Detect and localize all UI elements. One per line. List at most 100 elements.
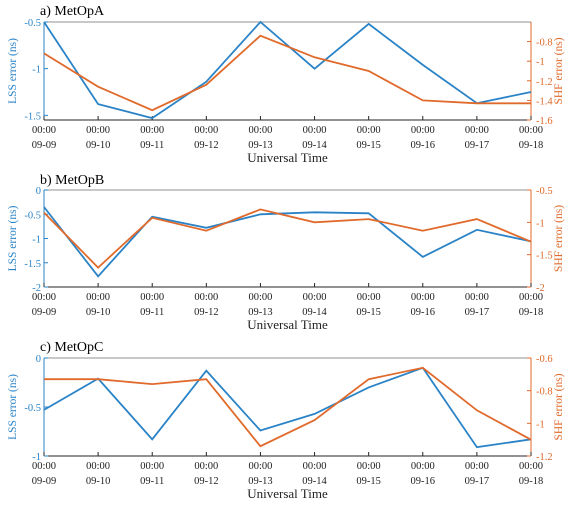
x-axis-label: Universal Time (247, 317, 328, 332)
series-line-lss (43, 20, 532, 120)
x-tick-time-label: 00:00 (519, 461, 543, 472)
x-tick-time-label: 00:00 (303, 292, 327, 303)
series-line-shf (43, 34, 531, 112)
x-tick-date-label: 09-16 (411, 307, 436, 318)
x-tick-time-label: 00:00 (140, 125, 164, 136)
x-tick-time-label: 00:00 (465, 125, 489, 136)
right-y-tick-label: -1 (536, 57, 545, 68)
x-tick-date-label: 09-12 (194, 307, 219, 318)
x-tick-date-label: 09-09 (32, 307, 57, 318)
right-y-tick-label: -0.8 (536, 38, 553, 49)
series-line-lss (43, 206, 532, 278)
left-y-tick-label: -0.5 (24, 403, 41, 414)
left-y-tick-label: -1 (32, 235, 41, 246)
x-tick-time-label: 00:00 (248, 292, 272, 303)
x-tick-time-label: 00:00 (248, 461, 272, 472)
left-y-axis-label: LSS error (ns) (7, 374, 19, 440)
left-y-tick-label: -1 (32, 452, 41, 463)
x-tick-date-label: 09-17 (465, 476, 490, 487)
series-line-shf (44, 366, 532, 448)
x-tick-date-label: 09-18 (519, 140, 544, 151)
x-tick-date-label: 09-13 (248, 140, 273, 151)
right-y-tick-label: -0.6 (536, 354, 553, 365)
x-tick-date-label: 09-15 (356, 307, 381, 318)
right-y-tick-label: -1.6 (536, 116, 553, 127)
right-y-tick-label: -2 (536, 283, 545, 294)
x-tick-date-label: 09-11 (140, 307, 164, 318)
x-tick-time-label: 00:00 (357, 461, 381, 472)
right-y-tick-label: -0.8 (536, 387, 553, 398)
x-tick-time-label: 00:00 (411, 125, 435, 136)
x-tick-date-label: 09-09 (32, 140, 57, 151)
right-y-tick-label: -1.5 (536, 251, 553, 262)
x-tick-date-label: 09-14 (302, 140, 327, 151)
x-tick-time-label: 00:00 (194, 125, 218, 136)
x-tick-date-label: 09-14 (302, 307, 327, 318)
x-tick-date-label: 09-10 (86, 307, 111, 318)
x-tick-time-label: 00:00 (465, 461, 489, 472)
left-y-tick-label: -1.5 (24, 259, 41, 270)
left-y-axis-label: LSS error (ns) (7, 205, 19, 271)
x-tick-date-label: 09-09 (32, 476, 57, 487)
x-tick-date-label: 09-17 (465, 140, 490, 151)
x-tick-date-label: 09-12 (194, 476, 219, 487)
x-tick-date-label: 09-11 (140, 140, 164, 151)
x-tick-time-label: 00:00 (194, 461, 218, 472)
x-tick-time-label: 00:00 (303, 125, 327, 136)
x-tick-time-label: 00:00 (357, 292, 381, 303)
right-y-tick-label: -1 (536, 218, 545, 229)
left-y-tick-label: -0.5 (24, 18, 41, 29)
x-tick-time-label: 00:00 (357, 125, 381, 136)
x-tick-time-label: 00:00 (465, 292, 489, 303)
panel-1: a) MetOpA 00:00 09-09 00:00 09-10 00:00 09-11 0… (7, 4, 565, 165)
x-tick-time-label: 00:00 (519, 125, 543, 136)
x-tick-time-label: 00:00 (86, 292, 110, 303)
left-y-tick-label: -2 (32, 283, 41, 294)
panel-title: a) MetOpA (40, 4, 105, 19)
x-tick-time-label: 00:00 (194, 292, 218, 303)
x-tick-time-label: 00:00 (411, 292, 435, 303)
x-tick-time-label: 00:00 (303, 461, 327, 472)
panel-title: c) MetOpC (40, 340, 103, 355)
x-tick-time-label: 00:00 (140, 461, 164, 472)
left-y-tick-label: -0.5 (24, 210, 41, 221)
series-line-shf (43, 208, 532, 269)
x-tick-date-label: 09-12 (194, 140, 219, 151)
x-tick-date-label: 09-15 (356, 476, 381, 487)
right-y-tick-label: -1.2 (536, 77, 553, 88)
x-tick-time-label: 00:00 (32, 292, 56, 303)
panel-2: b) MetOpB 00:00 09-09 00:00 09-10 00:00 09-11 0… (7, 173, 565, 332)
x-tick-date-label: 09-16 (411, 140, 436, 151)
left-y-tick-label: 0 (36, 186, 41, 197)
x-tick-time-label: 00:00 (519, 292, 543, 303)
left-y-tick-label: -1.5 (24, 111, 41, 122)
x-tick-date-label: 09-18 (519, 307, 544, 318)
panel-title: b) MetOpB (40, 173, 104, 188)
panel-3: c) MetOpC 00:00 09-09 00:00 09-10 00:00 09-11 0… (7, 340, 565, 501)
x-tick-time-label: 00:00 (32, 461, 56, 472)
x-tick-time-label: 00:00 (248, 125, 272, 136)
x-tick-time-label: 00:00 (140, 292, 164, 303)
right-y-axis-label: SHF error (ns) (553, 373, 565, 440)
left-y-tick-label: 0 (36, 354, 41, 365)
x-tick-date-label: 09-14 (302, 476, 327, 487)
x-tick-date-label: 09-11 (140, 476, 164, 487)
x-tick-time-label: 00:00 (411, 461, 435, 472)
x-tick-date-label: 09-15 (356, 140, 381, 151)
x-tick-date-label: 09-13 (248, 476, 273, 487)
x-tick-date-label: 09-10 (86, 140, 111, 151)
x-tick-date-label: 09-17 (465, 307, 490, 318)
right-y-axis-label: SHF error (ns) (553, 37, 565, 104)
right-y-tick-label: -1.4 (536, 96, 553, 107)
x-tick-time-label: 00:00 (86, 461, 110, 472)
x-tick-date-label: 09-16 (411, 476, 436, 487)
right-y-tick-label: -0.5 (536, 186, 553, 197)
x-axis-label: Universal Time (247, 486, 328, 501)
left-y-axis-label: LSS error (ns) (7, 38, 19, 104)
x-axis-label: Universal Time (247, 150, 328, 165)
right-y-tick-label: -1.2 (536, 452, 553, 463)
x-tick-time-label: 00:00 (86, 125, 110, 136)
x-tick-date-label: 09-13 (248, 307, 273, 318)
